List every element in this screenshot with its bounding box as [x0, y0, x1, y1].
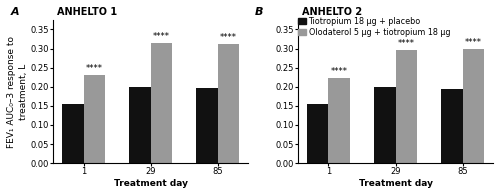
Bar: [62, 104, 84, 163]
Bar: [307, 104, 328, 163]
Bar: [196, 88, 218, 163]
Bar: [396, 50, 417, 163]
Text: ****: ****: [153, 32, 170, 41]
Text: B: B: [255, 7, 264, 17]
Text: ****: ****: [398, 39, 415, 48]
Text: A: A: [10, 7, 19, 17]
Text: ****: ****: [220, 33, 237, 42]
Bar: [218, 44, 240, 163]
Text: ****: ****: [86, 64, 103, 73]
Text: ANHELTO 2: ANHELTO 2: [302, 7, 362, 17]
Text: ****: ****: [330, 67, 347, 76]
Bar: [374, 87, 396, 163]
X-axis label: Treatment day: Treatment day: [358, 179, 432, 188]
X-axis label: Treatment day: Treatment day: [114, 179, 188, 188]
Bar: [150, 43, 172, 163]
Bar: [441, 90, 462, 163]
Text: ****: ****: [465, 38, 482, 47]
Legend: Tiotropium 18 μg + placebo, Olodaterol 5 μg + tiotropium 18 μg: Tiotropium 18 μg + placebo, Olodaterol 5…: [298, 17, 450, 37]
Text: ANHELTO 1: ANHELTO 1: [57, 7, 117, 17]
Bar: [129, 87, 150, 163]
Bar: [462, 49, 484, 163]
Y-axis label: FEV₁ AUC₀–3 response to
treatment, L: FEV₁ AUC₀–3 response to treatment, L: [7, 35, 28, 148]
Bar: [328, 78, 350, 163]
Bar: [84, 75, 105, 163]
